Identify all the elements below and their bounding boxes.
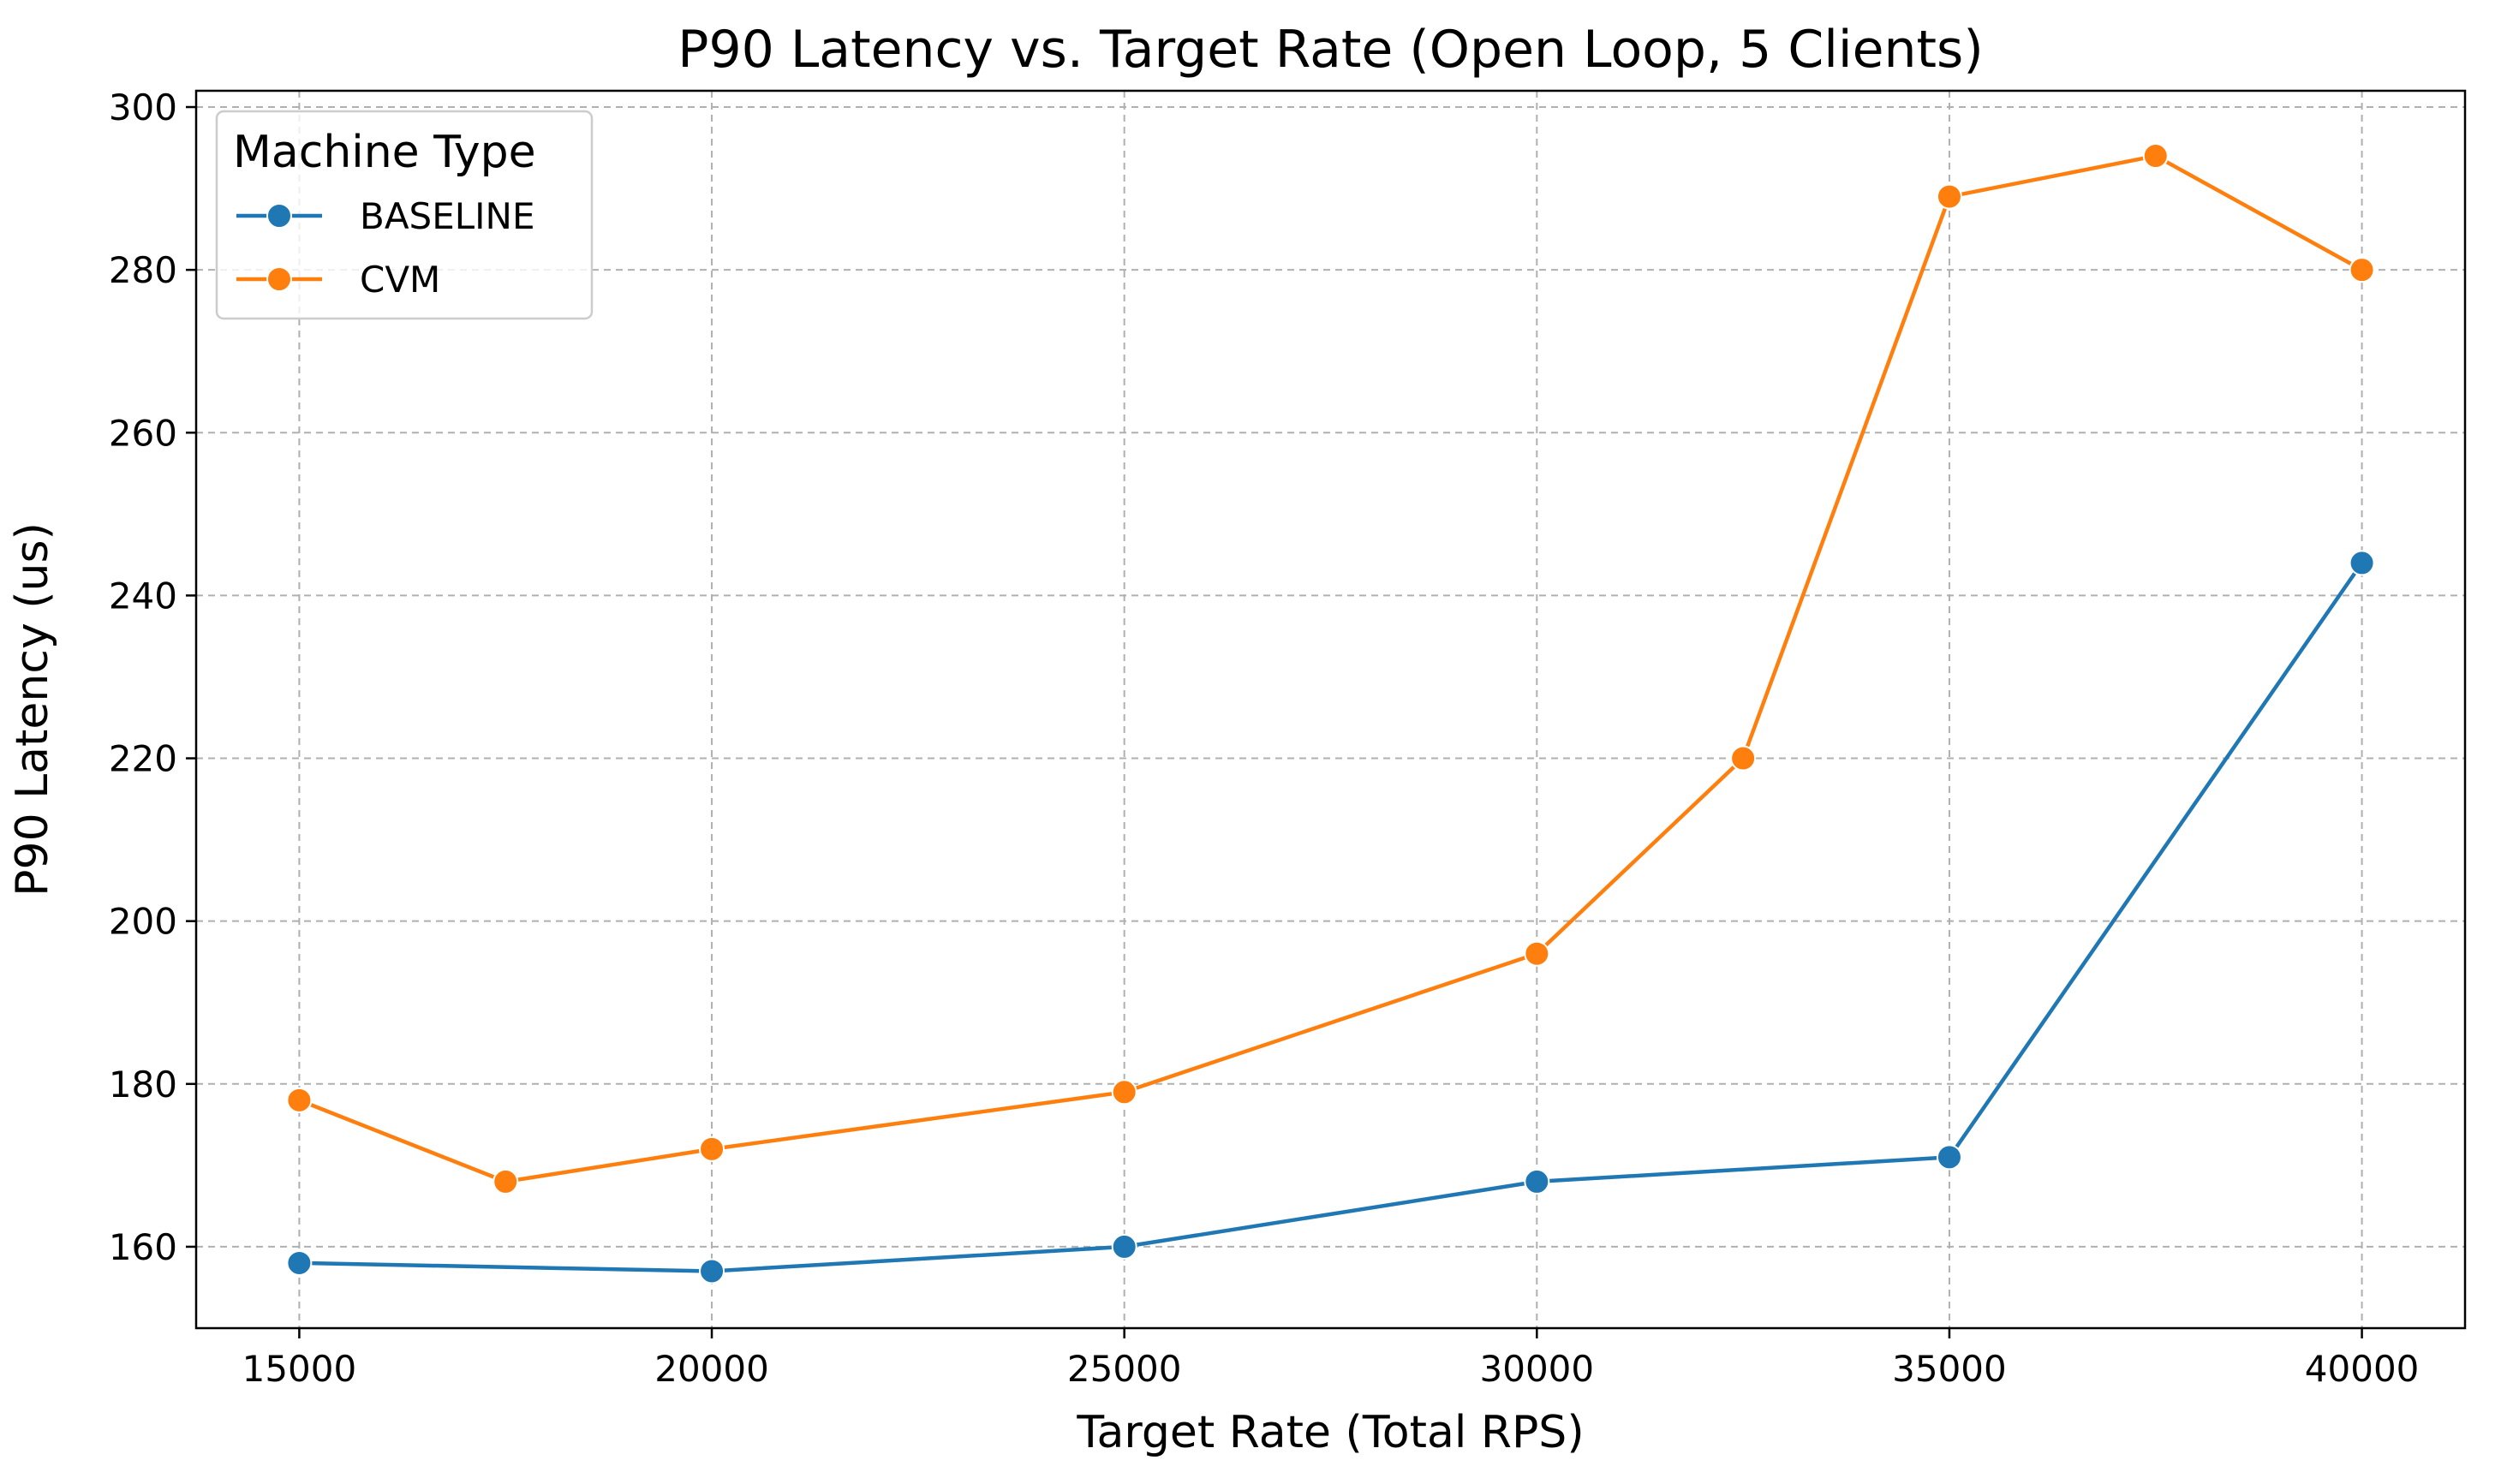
y-tick-label: 200 bbox=[109, 901, 177, 943]
data-point-baseline bbox=[286, 1249, 313, 1276]
legend-marker-cvm bbox=[266, 266, 292, 292]
y-tick-label: 240 bbox=[109, 575, 177, 617]
data-point-baseline bbox=[699, 1258, 725, 1284]
legend-label-cvm: CVM bbox=[360, 259, 440, 301]
x-tick-label: 30000 bbox=[1480, 1348, 1595, 1390]
x-axis-title: Target Rate (Total RPS) bbox=[1076, 1407, 1584, 1458]
data-point-baseline bbox=[1111, 1233, 1137, 1260]
y-tick-label: 220 bbox=[109, 738, 177, 780]
legend-label-baseline: BASELINE bbox=[360, 195, 534, 237]
data-point-cvm bbox=[2142, 143, 2169, 170]
legend: Machine Type BASELINE CVM bbox=[215, 110, 594, 320]
data-point-cvm bbox=[492, 1168, 519, 1195]
legend-entry-cvm: CVM bbox=[236, 259, 440, 301]
x-tick-label: 40000 bbox=[2305, 1348, 2420, 1390]
legend-marker-baseline bbox=[266, 203, 292, 229]
data-point-baseline bbox=[1936, 1144, 1962, 1171]
x-tick-label: 15000 bbox=[242, 1348, 357, 1390]
series-layer bbox=[286, 143, 2375, 1284]
data-point-cvm bbox=[286, 1087, 313, 1113]
y-tick-label: 280 bbox=[109, 249, 177, 291]
legend-entry-baseline: BASELINE bbox=[236, 195, 534, 237]
data-point-cvm bbox=[2349, 257, 2375, 283]
plot-frame bbox=[194, 89, 2467, 1330]
series-line-cvm bbox=[298, 153, 2363, 1184]
data-point-cvm bbox=[1111, 1079, 1137, 1106]
y-tick-label: 180 bbox=[109, 1064, 177, 1106]
series-line-baseline bbox=[299, 562, 2364, 1273]
data-point-cvm bbox=[1730, 745, 1757, 772]
y-tick-label: 300 bbox=[109, 86, 177, 128]
x-tick-label: 35000 bbox=[1892, 1348, 2007, 1390]
y-tick-label: 260 bbox=[109, 412, 177, 454]
data-point-cvm bbox=[699, 1135, 725, 1162]
series-cvm bbox=[286, 143, 2375, 1195]
x-tick-label: 25000 bbox=[1067, 1348, 1182, 1390]
legend-box bbox=[215, 110, 594, 320]
y-tick-label: 160 bbox=[109, 1226, 177, 1268]
x-tick-label: 20000 bbox=[654, 1348, 769, 1390]
data-point-baseline bbox=[2349, 550, 2375, 576]
legend-title: Machine Type bbox=[233, 127, 536, 178]
y-axis-title: P90 Latency (us) bbox=[7, 522, 58, 897]
data-point-cvm bbox=[1936, 183, 1962, 210]
data-point-baseline bbox=[1524, 1168, 1550, 1195]
data-point-cvm bbox=[1524, 940, 1550, 967]
series-baseline bbox=[286, 550, 2375, 1284]
chart-title: P90 Latency vs. Target Rate (Open Loop, … bbox=[677, 20, 1983, 80]
ticks: 15000 20000 25000 30000 35000 40000 160 180 200 2… bbox=[109, 86, 2420, 1390]
